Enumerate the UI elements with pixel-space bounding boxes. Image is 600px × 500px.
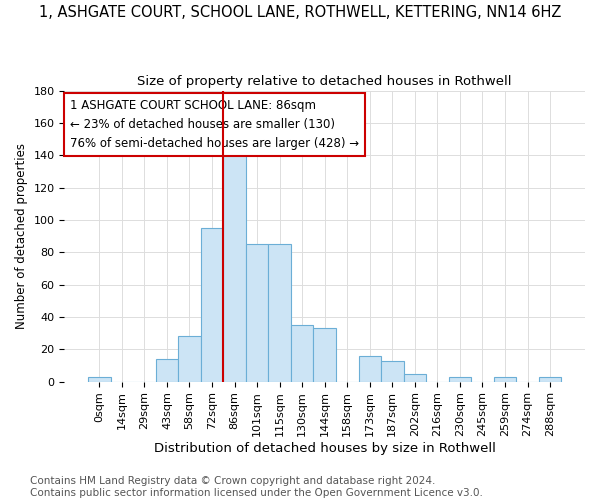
Bar	[539, 376, 562, 382]
Bar	[246, 244, 268, 382]
Bar	[201, 228, 223, 382]
Text: 1 ASHGATE COURT SCHOOL LANE: 86sqm
← 23% of detached houses are smaller (130)
76: 1 ASHGATE COURT SCHOOL LANE: 86sqm ← 23%…	[70, 100, 359, 150]
Y-axis label: Number of detached properties: Number of detached properties	[15, 143, 28, 329]
Bar	[155, 359, 178, 382]
Bar	[291, 325, 313, 382]
Bar	[223, 142, 246, 382]
Bar	[404, 374, 426, 382]
Bar	[313, 328, 336, 382]
Text: Contains HM Land Registry data © Crown copyright and database right 2024.
Contai: Contains HM Land Registry data © Crown c…	[30, 476, 483, 498]
Bar	[449, 376, 471, 382]
X-axis label: Distribution of detached houses by size in Rothwell: Distribution of detached houses by size …	[154, 442, 496, 455]
Bar	[494, 376, 516, 382]
Bar	[178, 336, 201, 382]
Bar	[88, 376, 110, 382]
Title: Size of property relative to detached houses in Rothwell: Size of property relative to detached ho…	[137, 75, 512, 88]
Bar	[359, 356, 381, 382]
Bar	[268, 244, 291, 382]
Bar	[381, 360, 404, 382]
Text: 1, ASHGATE COURT, SCHOOL LANE, ROTHWELL, KETTERING, NN14 6HZ: 1, ASHGATE COURT, SCHOOL LANE, ROTHWELL,…	[39, 5, 561, 20]
